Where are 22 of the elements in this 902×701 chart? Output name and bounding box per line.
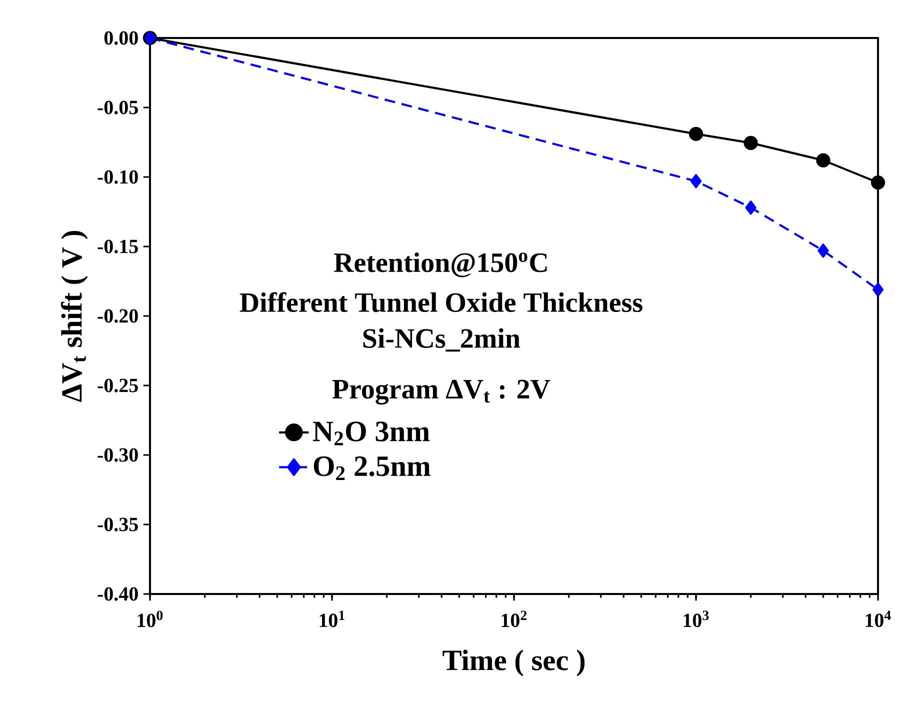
y-tick-label: -0.20 xyxy=(98,309,138,323)
x-axis-title: Time ( sec ) xyxy=(442,650,585,676)
x-tick-label: 10$^{2}$ xyxy=(502,610,527,628)
annotation: Program ΔV$_{t}$ : 2V xyxy=(332,380,550,405)
x-tick-label: 10$^{1}$ xyxy=(320,610,344,628)
annotation: Retention@150$^{o}$C xyxy=(334,252,547,278)
y-tick-label: -0.10 xyxy=(98,170,138,184)
x-tick-label: 10$^{0}$ xyxy=(138,610,163,628)
annotation: Si-NCs_2min xyxy=(363,328,520,352)
annotation: Different Tunnel Oxide Thickness xyxy=(240,292,642,312)
y-tick-label: -0.15 xyxy=(98,240,138,254)
x-tick-label: 10$^{3}$ xyxy=(684,610,709,628)
y-tick-label: -0.25 xyxy=(98,378,138,392)
y-tick-label: 0.00 xyxy=(104,31,138,45)
legend-label: N$_{2}$O 3nm xyxy=(312,422,430,446)
y-tick-label: -0.40 xyxy=(98,587,138,601)
legend-label: O$_{2}$ 2.5nm xyxy=(314,456,430,480)
x-tick-label: 10$^{4}$ xyxy=(866,610,891,628)
y-axis-title: ΔV$_{t}$ shift ( V ) xyxy=(60,231,88,402)
y-tick-label: -0.30 xyxy=(98,448,138,462)
y-tick-label: -0.05 xyxy=(98,100,138,114)
y-tick-label: -0.35 xyxy=(98,518,138,532)
